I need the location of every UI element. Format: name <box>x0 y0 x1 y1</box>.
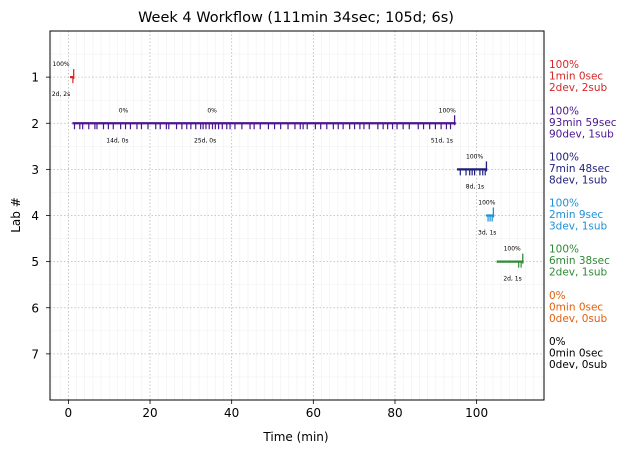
lab-4-dev-sub-label: 3d, 1s <box>478 230 496 237</box>
lab-5-summary-line: 100% <box>549 244 579 256</box>
lab-1-summary-line: 2dev, 2sub <box>549 82 608 94</box>
lab-2-dev-sub-label: 25d, 0s <box>194 137 216 144</box>
x-tick-label: 60 <box>306 406 321 420</box>
lab-3-summary-line: 100% <box>549 151 579 163</box>
lab-3-progress-label: 100% <box>466 153 483 160</box>
lab-4-summary-line: 2min 9sec <box>549 209 603 221</box>
lab-7-summary-line: 0% <box>549 336 566 348</box>
lab-1-progress-label: 100% <box>52 61 69 68</box>
y-tick-label: 3 <box>31 163 39 177</box>
lab-1-summary-line: 1min 0sec <box>549 71 603 83</box>
lab-7-summary-line: 0dev, 0sub <box>549 359 608 371</box>
lab-3-summary-line: 8dev, 1sub <box>549 174 608 186</box>
lab-2-progress-label: 0% <box>207 107 217 114</box>
lab-2-summary-line: 100% <box>549 105 579 117</box>
x-tick-label: 100 <box>465 406 488 420</box>
x-tick-label: 40 <box>224 406 239 420</box>
lab-4-summary-line: 100% <box>549 198 579 210</box>
y-tick-label: 6 <box>31 301 39 315</box>
lab-2-summary-line: 93min 59sec <box>549 117 617 129</box>
lab-6-summary-line: 0dev, 0sub <box>549 313 608 325</box>
lab-5-summary-line: 2dev, 1sub <box>549 267 608 279</box>
lab-3-dev-sub-label: 8d, 1s <box>466 183 484 190</box>
lab-2-progress-label: 100% <box>439 107 456 114</box>
lab-5-summary-line: 6min 38sec <box>549 255 610 267</box>
lab-6-summary-line: 0% <box>549 290 566 302</box>
lab-4-progress-label: 100% <box>478 200 495 207</box>
lab-2-summary-line: 90dev, 1sub <box>549 128 614 140</box>
x-tick-label: 0 <box>65 406 73 420</box>
lab-2-progress-label: 0% <box>119 107 129 114</box>
lab-5-dev-sub-label: 2d, 1s <box>503 276 521 283</box>
y-tick-label: 1 <box>31 71 39 85</box>
lab-7-summary-line: 0min 0sec <box>549 347 603 359</box>
lab-4-summary-line: 3dev, 1sub <box>549 221 608 233</box>
lab-2-dev-sub-label: 14d, 0s <box>106 137 128 144</box>
chart-title: Week 4 Workflow (111min 34sec; 105d; 6s) <box>138 10 454 26</box>
y-tick-label: 7 <box>31 347 39 361</box>
y-tick-label: 5 <box>31 255 39 269</box>
lab-2-dev-sub-label: 51d, 1s <box>431 137 453 144</box>
y-tick-label: 4 <box>31 209 39 223</box>
lab-6-summary-line: 0min 0sec <box>549 301 603 313</box>
x-axis-label: Time (min) <box>262 430 328 444</box>
lab-1-summary-line: 100% <box>549 59 579 71</box>
x-tick-label: 20 <box>142 406 157 420</box>
lab-5-progress-label: 100% <box>504 246 521 253</box>
y-axis-label: Lab # <box>9 197 23 233</box>
lab-1-dev-sub-label: 2d, 2s <box>52 91 70 98</box>
x-tick-label: 80 <box>387 406 402 420</box>
y-tick-label: 2 <box>31 117 39 131</box>
lab-3-summary-line: 7min 48sec <box>549 163 610 175</box>
